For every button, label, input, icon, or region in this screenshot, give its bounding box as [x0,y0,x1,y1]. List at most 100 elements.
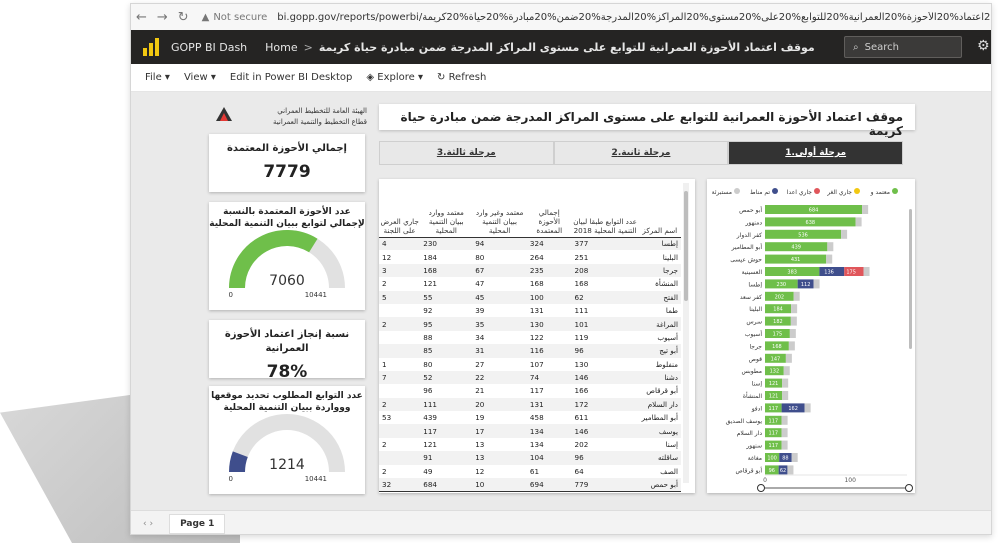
table-row[interactable]: جرجا 208 235 67 168 3 [379,263,681,278]
bar-segment-remaining [789,329,796,338]
tab-phase-1[interactable]: مرحلة أولى.1 [728,141,903,165]
bar-label: 121 [769,394,779,400]
table-row[interactable]: ساقلته 96 104 13 91 [379,451,681,465]
stacked-bar-chart-card[interactable]: معتمد و جاري الغر جاري اعدا تم مناط مستبرئة أ… [707,179,915,493]
table-header-5[interactable]: جاري العرض على اللجنة [379,179,421,238]
table-header-2[interactable]: إجمالي الأحوزة المعتمدة [526,179,572,238]
gauge-located-card[interactable]: عدد التوابع المطلوب تحديد موقعها ووواردة… [209,386,365,494]
gauge-located-value: 1214 [269,457,305,473]
table-row[interactable]: إطسا 377 324 94 230 4 [379,237,681,251]
gauge-approved-card[interactable]: عدد الأحوزة المعتمدة بالنسبة لإجمالي لتو… [209,202,365,310]
table-row[interactable]: المنشأة 168 168 47 121 2 [379,277,681,290]
table-row[interactable]: البلينا 251 264 80 184 12 [379,250,681,263]
reload-icon[interactable]: ↻ [177,9,189,25]
security-indicator[interactable]: ▲ Not secure [202,12,268,23]
table-row[interactable]: أسيوب 119 122 34 88 [379,331,681,344]
bar-label: 182 [773,319,783,325]
table-cell: 134 [526,424,572,438]
search-input[interactable]: ⌕ Search [844,36,962,58]
table-cell: 12 [382,252,392,262]
table-cell: 7 [379,370,421,385]
kpi-percent-card[interactable]: نسبة إنجاز اعتماد الأحوزة العمرانية 78% [209,320,365,382]
table-row[interactable]: أبو قرقاص 166 117 21 96 [379,384,681,397]
bar-label: 431 [791,257,801,263]
file-menu[interactable]: File ▾ [145,72,170,83]
table-cell-center: أسيوب [657,332,678,342]
app-name[interactable]: GOPP BI Dash [171,40,248,54]
bar-segment [765,428,782,438]
breadcrumb-report[interactable]: موقف اعتماد الأحوزة العمرانية للتوابع عل… [318,40,815,54]
gear-icon[interactable]: ⚙ [977,38,990,54]
table-cell: 439 [423,413,437,423]
table-total-row: الإجمالي1044177797197060420 [379,490,681,493]
table-cell: 95 [420,317,473,331]
centers-table-card[interactable]: اسم المركز عدد التوابع طبقا لبيان التنمية… [379,179,695,493]
bar-segment-remaining [862,205,869,214]
table-cell: 117 [529,386,544,396]
table-cell: 10 [472,478,527,492]
table-cell: 2 [382,440,387,450]
table-cell: 96 [571,344,639,358]
breadcrumb-home[interactable]: Home [265,40,298,54]
table-cell: 2 [382,279,387,289]
bar-segment [765,415,782,425]
table-row[interactable]: الصف 64 61 12 49 2 [379,465,681,478]
table-row[interactable]: الفتح 62 100 45 55 5 [379,290,681,304]
legend-label: معتمد و [870,189,890,196]
table-row[interactable]: منفلوط 130 107 27 80 1 [379,358,681,371]
table-cell: 1 [382,359,387,369]
category-label: العسينية [742,269,763,276]
powerbi-header: GOPP BI Dash Home > موقف اعتماد الأحوزة ال… [131,30,991,64]
org-logo-icon [216,107,232,121]
category-label: المنشأة [743,391,762,400]
bar-segment-remaining [791,304,798,314]
category-label: إطسا [748,281,762,288]
table-cell [379,331,420,344]
bar-segment-remaining [781,440,788,450]
bar-segment [779,453,792,462]
refresh-button[interactable]: ↻ Refresh [436,72,487,83]
tab-phase-2[interactable]: مرحلة ثانية.2 [553,141,729,165]
edit-button[interactable]: Edit in Power BI Desktop [229,72,353,83]
bar-label: 100 [767,456,777,462]
table-row[interactable]: إسنا 202 134 13 121 2 [379,438,681,451]
table-scrollbar[interactable] [683,183,689,483]
table-header-3[interactable]: معتمد وغير وارد ببيان التنمية المحلية [472,179,527,238]
table-header-0[interactable]: اسم المركز [638,179,681,238]
page-tab-1[interactable]: Page 1 [169,513,226,534]
bar-segment-remaining [788,341,795,351]
bar-segment-remaining [826,254,833,264]
table-row[interactable]: أبو تيج 96 116 31 85 [379,344,681,358]
table-row[interactable]: أبو المطامير 611 458 19 439 53 [379,411,681,424]
table-row[interactable]: يوسف 146 134 17 117 [379,424,681,438]
category-label: البلينا [749,306,762,313]
gauge-approved-value: 7060 [269,273,305,289]
table-cell: 111 [420,397,473,412]
bar-segment-remaining [790,316,797,326]
forward-icon[interactable]: → [156,9,168,25]
view-menu[interactable]: View ▾ [183,72,216,83]
bar-label: 230 [777,282,787,288]
page-nav-icon[interactable]: ‹ › [143,518,154,529]
table-header-4[interactable]: معتمد ووارد ببيان التنمية المحلية [420,179,473,238]
explore-menu[interactable]: ◈ Explore ▾ [366,72,423,83]
url-field[interactable]: bi.gopp.gov/reports/powerbi/موقف%20اعتما… [277,11,991,23]
back-icon[interactable]: ← [135,9,147,25]
report-toolbar: File ▾ View ▾ Edit in Power BI Desktop ◈… [131,64,991,92]
breadcrumb: Home > موقف اعتماد الأحوزة العمرانية للتوا… [265,41,815,54]
table-row[interactable]: دشنا 146 74 22 52 7 [379,370,681,385]
table-scroll-thumb[interactable] [684,191,688,301]
category-label: كفر الدوار [736,232,762,239]
table-cell: 62 [571,290,639,304]
table-header-1[interactable]: عدد التوابع طبقا لبيان التنمية المحلية 2… [571,179,639,238]
category-label: دار السلام [737,430,763,437]
search-icon: ⌕ [853,41,859,53]
table-row[interactable]: المراغة 101 130 35 95 2 [379,317,681,331]
table-row[interactable]: أبو حمص 779 694 10 684 32 [379,478,681,492]
table-row[interactable]: دار السلام 172 131 20 111 2 [379,397,681,412]
table-row[interactable]: طما 111 131 39 92 [379,304,681,317]
kpi-total-card[interactable]: إجمالي الأحوزة المعتمدة 7779 [209,134,365,192]
tab-phase-3[interactable]: مرحلة ثالثة.3 [378,141,554,165]
bar-label: 439 [791,245,801,251]
category-label: أبو المطامير [731,243,763,251]
